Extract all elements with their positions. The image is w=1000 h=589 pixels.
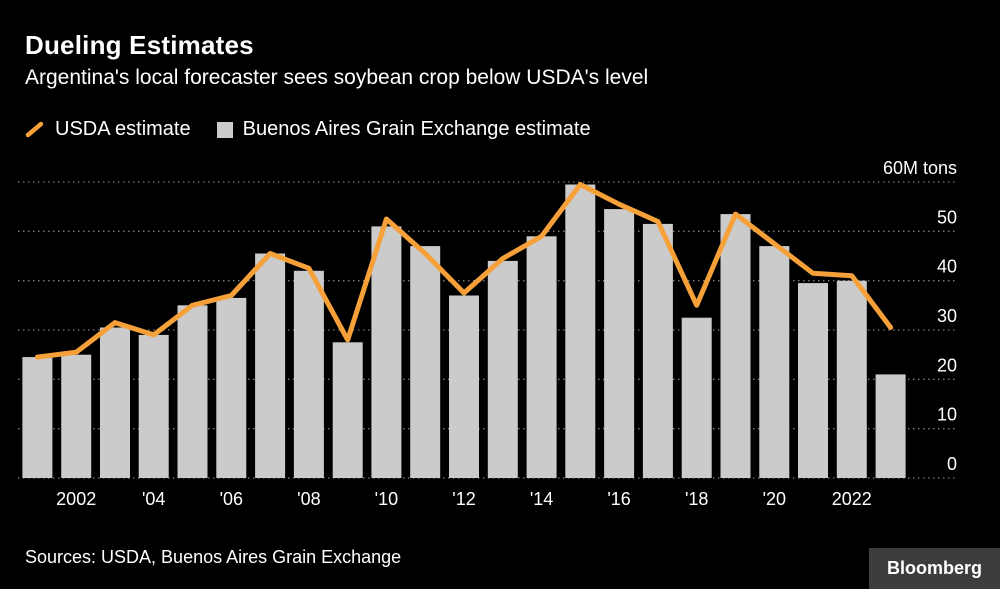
x-axis-label-2014: '14 (530, 489, 553, 509)
bage-bar-2012 (449, 295, 479, 478)
x-axis-label-2010: '10 (375, 489, 398, 509)
x-axis-label-2002: 2002 (56, 489, 96, 509)
y-axis-label-40: 40 (937, 257, 957, 277)
chart-legend: USDA estimate Buenos Aires Grain Exchang… (25, 118, 591, 141)
x-axis-label-2012: '12 (452, 489, 475, 509)
bage-bar-2008 (293, 270, 324, 478)
x-axis-label-2022: 2022 (832, 489, 872, 509)
y-axis-label-30: 30 (937, 306, 957, 326)
y-axis-label-10: 10 (937, 405, 957, 425)
usda-line-swatch-icon (25, 121, 44, 137)
bage-bar-2002 (61, 354, 92, 478)
bage-bar-2016 (604, 209, 635, 478)
chart-subtitle: Argentina's local forecaster sees soybea… (25, 66, 649, 89)
x-axis-label-2016: '16 (607, 489, 630, 509)
x-axis-label-2020: '20 (763, 489, 786, 509)
legend-item-usda: USDA estimate (25, 118, 191, 141)
legend-label-usda: USDA estimate (55, 118, 191, 140)
x-axis-label-2008: '08 (297, 489, 320, 509)
bage-bar-2004 (138, 334, 169, 478)
bage-bar-2018 (681, 317, 712, 478)
chart-title: Dueling Estimates (25, 30, 254, 60)
bage-bar-2023 (875, 374, 906, 478)
bage-bar-2007 (255, 253, 286, 478)
bage-bar-2015 (565, 184, 596, 478)
y-axis-label-60: 60M tons (883, 158, 957, 178)
y-axis-label-20: 20 (937, 355, 957, 375)
usda-estimate-line (34, 182, 894, 360)
bage-bar-2020 (759, 246, 790, 478)
bage-bar-2009 (332, 342, 363, 478)
bage-bar-2017 (642, 223, 673, 478)
bage-bar-2014 (526, 236, 557, 478)
bage-bar-2019 (720, 214, 751, 478)
legend-label-bage: Buenos Aires Grain Exchange estimate (242, 118, 591, 140)
x-axis-label-2004: '04 (142, 489, 165, 509)
y-axis-label-0: 0 (947, 454, 957, 474)
x-axis-label-2018: '18 (685, 489, 708, 509)
y-axis-label-50: 50 (937, 207, 957, 227)
bage-bar-2021 (798, 283, 828, 478)
x-axis-label-2006: '06 (220, 489, 243, 509)
bage-bar-swatch-icon (216, 121, 233, 138)
bage-bar-2003 (100, 327, 130, 478)
bage-bar-2011 (410, 246, 441, 478)
bage-bar-2006 (216, 297, 247, 478)
chart-plot: 0 10 20 30 40 50 60M tons 2002 '04 '06 '08 '10 '12 '1… (18, 158, 958, 509)
bage-bar-2001 (22, 357, 53, 478)
legend-item-bage: Buenos Aires Grain Exchange estimate (216, 118, 591, 141)
bage-bar-2010 (371, 226, 402, 478)
bage-bar-2005 (177, 305, 208, 478)
bloomberg-logo: Bloomberg (868, 548, 1000, 589)
bage-bar-2022 (836, 280, 867, 478)
bage-bar-2013 (487, 260, 518, 478)
source-note: Sources: USDA, Buenos Aires Grain Exchan… (25, 547, 402, 567)
